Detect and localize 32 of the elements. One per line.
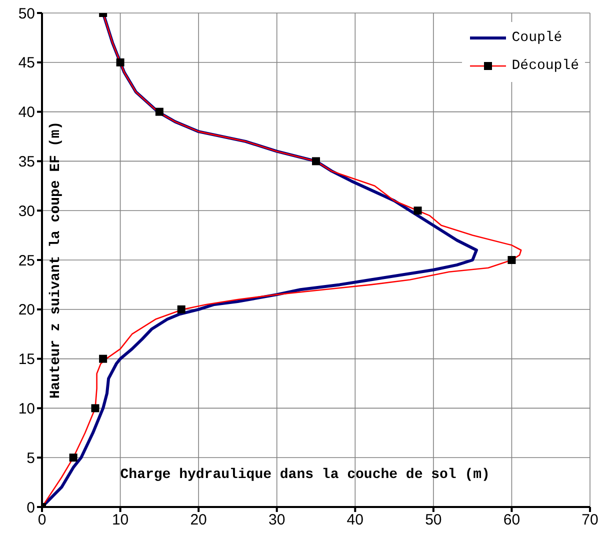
legend-label: Couplé xyxy=(512,30,562,46)
point xyxy=(99,354,108,363)
y-tick-label: 5 xyxy=(26,450,35,467)
point xyxy=(155,108,164,116)
point xyxy=(116,58,124,66)
x-tick-label: 10 xyxy=(112,512,129,529)
x-axis-title: Charge hydraulique dans la couche de sol (m) xyxy=(120,467,490,484)
x-tick-label: 20 xyxy=(190,512,207,529)
point xyxy=(508,256,516,264)
y-tick-label: 0 xyxy=(26,499,35,516)
legend-label: Découplé xyxy=(512,58,579,74)
point xyxy=(414,206,422,215)
point xyxy=(69,454,78,462)
y-axis-title: Hauteur z suivant la coupe EF (m) xyxy=(48,121,64,399)
x-tick-label: 40 xyxy=(346,512,364,529)
y-tick-label: 40 xyxy=(18,104,35,122)
y-tick-label: 10 xyxy=(18,400,35,418)
point xyxy=(312,157,320,166)
y-tick-label: 30 xyxy=(18,202,35,220)
y-tick-label: 15 xyxy=(18,351,35,368)
y-tick-label: 25 xyxy=(18,252,35,270)
x-tick-label: 50 xyxy=(425,512,442,529)
point xyxy=(177,305,186,314)
x-tick-label: 70 xyxy=(582,512,598,529)
y-tick-label: 50 xyxy=(18,5,35,22)
x-tick-label: 30 xyxy=(268,512,286,529)
x-tick-label: 0 xyxy=(38,512,46,529)
y-tick-label: 20 xyxy=(18,302,35,319)
y-tick-label: 35 xyxy=(18,154,35,171)
point xyxy=(91,404,100,412)
y-tick-label: 45 xyxy=(18,54,35,72)
x-tick-label: 60 xyxy=(503,512,520,529)
